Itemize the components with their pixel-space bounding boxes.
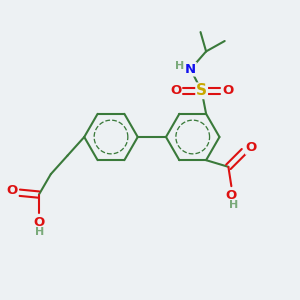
Text: H: H (175, 61, 184, 70)
Text: O: O (7, 184, 18, 197)
Text: S: S (196, 83, 207, 98)
Text: O: O (33, 216, 44, 229)
Text: N: N (185, 63, 196, 76)
Text: H: H (35, 227, 44, 237)
Text: H: H (229, 200, 238, 210)
Text: O: O (222, 84, 233, 97)
Text: O: O (246, 141, 257, 154)
Text: O: O (170, 84, 181, 97)
Text: O: O (226, 189, 237, 202)
